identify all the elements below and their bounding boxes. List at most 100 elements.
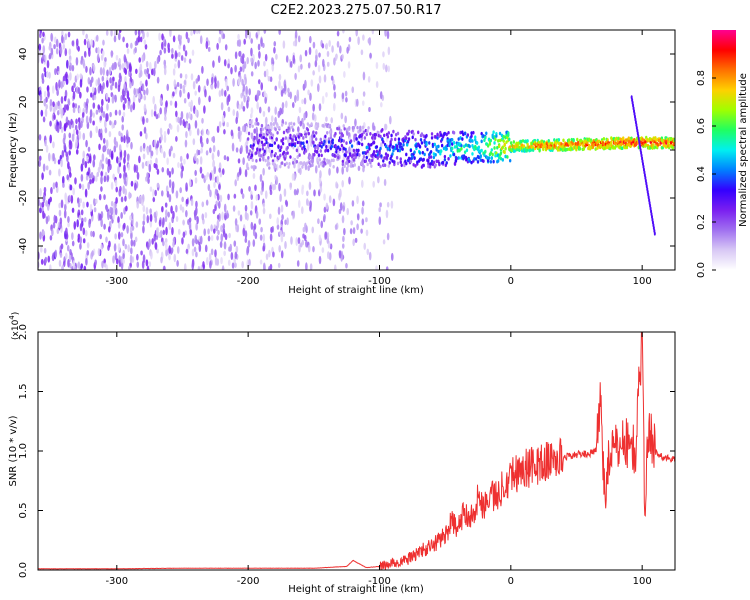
- spectrogram-noise-cell: [375, 61, 379, 70]
- spectrogram-noise-cell: [278, 30, 281, 35]
- spectrogram-noise-cell: [304, 79, 307, 89]
- spectrogram-noise-cell: [110, 84, 113, 91]
- spectrogram-noise-cell: [265, 253, 269, 261]
- spectrogram-noise-cell: [305, 239, 308, 248]
- spectrogram-noise-cell: [278, 182, 281, 192]
- spectrogram-noise-cell: [84, 229, 88, 237]
- spectrogram-noise-cell: [250, 47, 253, 57]
- spectrogram-ridge-cell: [498, 131, 502, 136]
- spectrogram-noise-cell: [273, 46, 276, 54]
- spectrogram-noise-cell: [383, 178, 387, 187]
- spectrogram-noise-cell: [245, 144, 249, 154]
- spectrogram-noise-cell: [384, 30, 387, 37]
- spectrogram-noise-cell: [365, 217, 368, 223]
- spectrogram-noise-cell: [45, 103, 48, 110]
- spectrogram-noise-cell: [100, 105, 104, 114]
- spectrogram-noise-cell: [124, 243, 128, 250]
- spectrogram-noise-cell: [189, 229, 193, 236]
- spectrogram-ridge-cell: [260, 123, 264, 128]
- spectrogram-noise-cell: [134, 236, 138, 243]
- spectrogram-noise-cell: [89, 203, 93, 212]
- spectrogram-noise-cell: [67, 100, 71, 106]
- spectrogram-noise-cell: [215, 200, 219, 207]
- spectrogram-noise-cell: [267, 106, 271, 113]
- spectrogram-noise-cell: [269, 213, 272, 220]
- spectrogram-noise-cell: [236, 39, 240, 47]
- spectrogram-noise-cell: [181, 237, 184, 245]
- spectrogram-noise-cell: [264, 96, 267, 104]
- spectrogram-ridge-cell: [457, 137, 460, 141]
- spectrogram-noise-cell: [357, 36, 360, 46]
- spectrogram-noise-cell: [75, 138, 78, 148]
- spectrogram-ridge-cell: [474, 135, 477, 139]
- spectrogram-ridge-cell: [392, 145, 395, 149]
- spectrogram-noise-cell: [86, 242, 90, 249]
- spectrogram-ridge-cell: [522, 144, 526, 148]
- spectrogram-ridge-cell: [431, 142, 435, 147]
- spectrogram-ridge-cell: [494, 137, 497, 142]
- spectrogram-noise-cell: [42, 45, 46, 54]
- spectrogram-noise-cell: [190, 73, 194, 81]
- spectrogram-ridge-cell: [644, 140, 647, 144]
- spectrogram-ridge-cell: [469, 138, 472, 142]
- spectrogram-ridge-cell: [269, 128, 272, 133]
- spectrogram-noise-cell: [144, 43, 148, 50]
- spectrogram-ridge-cell: [292, 134, 296, 138]
- spectrogram-ridge-cell: [353, 163, 356, 167]
- spectrogram-noise-cell: [44, 54, 47, 63]
- spectrogram-noise-cell: [91, 250, 94, 257]
- spectrogram-noise-cell: [124, 195, 127, 202]
- spectrogram-ridge-cell: [542, 147, 545, 152]
- spectrogram-noise-cell: [336, 30, 340, 37]
- spectrogram-noise-cell: [328, 39, 331, 48]
- spectrogram-noise-cell: [214, 249, 217, 258]
- spectrogram-noise-cell: [142, 116, 145, 125]
- spectrogram-noise-cell: [199, 156, 203, 165]
- spectrogram-noise-cell: [139, 145, 143, 153]
- spectrogram-ridge-cell: [362, 130, 366, 135]
- spectrogram-ridge-cell: [634, 142, 638, 147]
- spectrogram-noise-cell: [303, 97, 307, 105]
- spectrogram-ridge-cell: [381, 137, 384, 141]
- spectrogram-ridge-cell: [414, 137, 417, 142]
- spectrogram-noise-cell: [78, 121, 81, 131]
- spectrogram-ridge-cell: [286, 129, 289, 134]
- spectrogram-noise-cell: [323, 193, 326, 201]
- spectrogram-ridge-cell: [316, 122, 320, 126]
- spectrogram-noise-cell: [283, 188, 287, 197]
- spectrogram-noise-cell: [330, 117, 334, 124]
- spectrogram-noise-cell: [263, 70, 267, 78]
- spectrogram-ridge-cell: [460, 147, 463, 151]
- spectrogram-noise-cell: [274, 85, 278, 91]
- spectrogram-noise-cell: [334, 224, 338, 230]
- spectrogram-noise-cell: [103, 262, 107, 268]
- spectrogram-noise-cell: [141, 199, 144, 206]
- spectrogram-noise-cell: [133, 239, 136, 247]
- spectrogram-noise-cell: [195, 30, 199, 35]
- spectrogram-noise-cell: [101, 75, 105, 82]
- spectrogram-ridge-cell: [428, 141, 431, 145]
- snr-y-tick-label: 1.5: [18, 384, 29, 400]
- spectrogram-ridge-cell: [507, 133, 510, 138]
- spectrogram-noise-cell: [143, 68, 147, 75]
- spectrogram-noise-cell: [203, 228, 207, 236]
- spectrogram-noise-cell: [126, 61, 129, 70]
- spectrogram-noise-cell: [176, 246, 180, 254]
- spectrogram-ridge-cell: [442, 146, 446, 151]
- spectrogram-noise-cell: [188, 111, 191, 119]
- spectrogram-noise-cell: [220, 102, 224, 111]
- spectrogram-ridge-cell: [495, 134, 498, 138]
- spectrogram-noise-cell: [255, 133, 259, 143]
- spectrogram-noise-cell: [181, 196, 184, 203]
- spectrogram-noise-cell: [166, 190, 170, 198]
- spectrogram-noise-cell: [240, 101, 244, 110]
- spectrogram-noise-cell: [92, 64, 96, 72]
- spectrogram-ridge-cell: [284, 151, 288, 156]
- spectrogram-noise-cell: [190, 198, 194, 207]
- spectrogram-ridge-cell: [346, 127, 349, 132]
- spectrogram-noise-cell: [159, 107, 162, 115]
- spectrogram-ridge-cell: [303, 144, 306, 149]
- spectrogram-noise-cell: [341, 54, 344, 60]
- spectrogram-noise-cell: [68, 194, 71, 202]
- spectrogram-noise-cell: [149, 159, 153, 165]
